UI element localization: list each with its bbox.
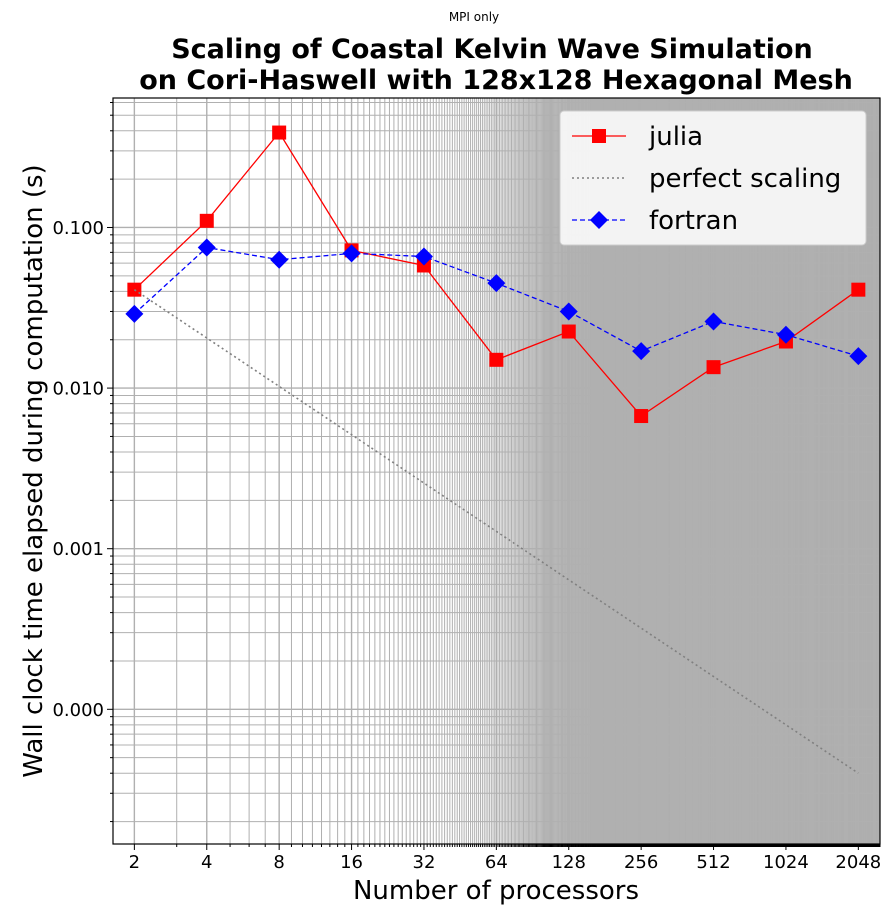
data-point-julia: [127, 282, 142, 297]
data-point-julia: [561, 324, 576, 339]
x-tick-label: 128: [552, 852, 586, 873]
x-tick-label: 8: [273, 852, 284, 873]
data-point-fortran: [342, 244, 361, 263]
data-point-fortran: [632, 342, 651, 361]
data-point-fortran: [414, 247, 433, 266]
data-point-julia: [489, 352, 504, 367]
data-point-julia: [199, 213, 214, 228]
title-line-1: Scaling of Coastal Kelvin Wave Simulatio…: [171, 34, 813, 65]
data-point-julia: [416, 258, 431, 273]
series-line-perfect-scaling: [133, 289, 859, 774]
x-tick-label: 16: [340, 852, 363, 873]
data-point-fortran: [125, 304, 144, 323]
data-point-fortran: [270, 250, 289, 269]
data-point-julia: [634, 409, 649, 424]
x-tick-label: 64: [485, 852, 508, 873]
x-tick-label: 1024: [763, 852, 809, 873]
data-point-fortran: [487, 274, 506, 293]
data-point-fortran: [559, 302, 578, 321]
axis-ticks: 2 4 8 16 32 64 128 256 512 1024 20480.0000.0010.01…: [52, 102, 881, 873]
plot-series: [125, 125, 868, 774]
data-point-fortran: [776, 325, 795, 344]
suptitle: MPI only: [449, 10, 499, 24]
data-point-fortran: [704, 312, 723, 331]
x-tick-label: 2048: [835, 852, 881, 873]
data-point-julia: [272, 125, 287, 140]
data-point-fortran: [849, 347, 868, 366]
x-tick-label: 32: [413, 852, 436, 873]
x-tick-label: 4: [201, 852, 212, 873]
data-point-fortran: [197, 238, 216, 257]
x-tick-label: 2: [129, 852, 140, 873]
data-point-julia: [851, 282, 866, 297]
data-point-julia: [706, 360, 721, 375]
title-line-2: on Cori-Haswell with 128x128 Hexagonal M…: [139, 65, 853, 96]
x-tick-label: 512: [696, 852, 730, 873]
x-tick-label: 256: [624, 852, 658, 873]
